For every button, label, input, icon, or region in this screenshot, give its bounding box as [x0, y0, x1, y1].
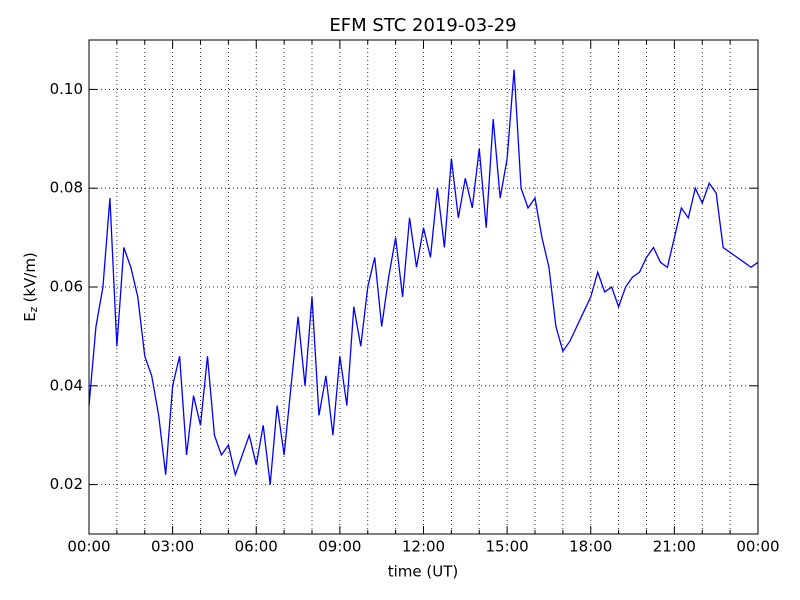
- plot-frame: [88, 39, 759, 535]
- data-line: [88, 69, 759, 485]
- x-tick-label: 06:00: [235, 538, 278, 556]
- y-axis-label: Ez (kV/m): [21, 252, 41, 322]
- y-label-subscript: z: [27, 306, 40, 312]
- y-tick-label: 0.04: [50, 376, 83, 394]
- x-tick-label: 00:00: [736, 538, 779, 556]
- y-tick-label: 0.10: [50, 80, 83, 98]
- x-tick-label: 09:00: [318, 538, 361, 556]
- x-tick-label: 18:00: [569, 538, 612, 556]
- y-label-main: E: [21, 312, 39, 321]
- y-tick-label: 0.08: [50, 179, 83, 197]
- y-tick-label: 0.02: [50, 475, 83, 493]
- x-axis-label: time (UT): [388, 563, 459, 581]
- x-tick-label: 21:00: [653, 538, 696, 556]
- x-tick-label: 00:00: [67, 538, 110, 556]
- y-tick-label: 0.06: [50, 278, 83, 296]
- x-tick-label: 12:00: [402, 538, 445, 556]
- x-tick-label: 15:00: [486, 538, 529, 556]
- y-label-rest: (kV/m): [21, 252, 39, 302]
- chart-title: EFM STC 2019-03-29: [329, 15, 516, 36]
- x-tick-label: 03:00: [151, 538, 194, 556]
